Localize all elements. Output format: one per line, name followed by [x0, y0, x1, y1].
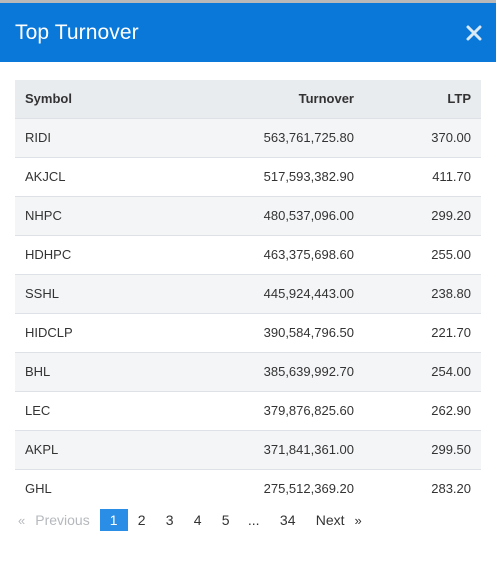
cell-symbol: HIDCLP: [15, 312, 165, 352]
cell-symbol: NHPC: [15, 195, 165, 235]
cell-symbol: AKJCL: [15, 156, 165, 196]
table-row[interactable]: BHL 385,639,992.70 254.00: [15, 351, 481, 391]
table-row[interactable]: AKPL 371,841,361.00 299.50: [15, 429, 481, 469]
page-button-4[interactable]: 4: [193, 512, 202, 528]
background-strip: [0, 0, 496, 3]
page-button-5[interactable]: 5: [221, 512, 230, 528]
page-button-last[interactable]: 34: [279, 512, 296, 528]
cell-ltp: 221.70: [354, 312, 481, 352]
previous-label: Previous: [35, 512, 90, 528]
column-header-symbol[interactable]: Symbol: [15, 80, 165, 119]
next-page-button[interactable]: Next »: [302, 509, 362, 531]
previous-page-button[interactable]: « Previous: [18, 509, 100, 531]
cell-symbol: SSHL: [15, 273, 165, 313]
modal-header: Top Turnover: [0, 3, 496, 62]
next-label: Next: [315, 512, 345, 528]
cell-turnover: 275,512,369.20: [165, 468, 354, 508]
column-header-ltp[interactable]: LTP: [354, 80, 481, 119]
page-button-2[interactable]: 2: [137, 512, 146, 528]
cell-turnover: 517,593,382.90: [165, 156, 354, 196]
cell-ltp: 370.00: [354, 117, 481, 157]
column-header-turnover[interactable]: Turnover: [165, 80, 354, 119]
table-row[interactable]: RIDI 563,761,725.80 370.00: [15, 117, 481, 157]
double-chevron-right-icon: »: [354, 512, 362, 528]
cell-ltp: 283.20: [354, 468, 481, 508]
cell-ltp: 299.50: [354, 429, 481, 469]
cell-ltp: 255.00: [354, 234, 481, 274]
table-row[interactable]: AKJCL 517,593,382.90 411.70: [15, 156, 481, 196]
table-row[interactable]: HDHPC 463,375,698.60 255.00: [15, 234, 481, 274]
cell-symbol: HDHPC: [15, 234, 165, 274]
table-header-row: Symbol Turnover LTP: [15, 80, 481, 119]
cell-turnover: 463,375,698.60: [165, 234, 354, 274]
table-row[interactable]: HIDCLP 390,584,796.50 221.70: [15, 312, 481, 352]
cell-turnover: 379,876,825.60: [165, 390, 354, 430]
table-row[interactable]: NHPC 480,537,096.00 299.20: [15, 195, 481, 235]
pagination-ellipsis: ...: [247, 512, 260, 528]
page-button-1[interactable]: 1: [99, 509, 128, 531]
cell-turnover: 563,761,725.80: [165, 117, 354, 157]
page-button-3[interactable]: 3: [165, 512, 174, 528]
cell-turnover: 445,924,443.00: [165, 273, 354, 313]
cell-symbol: RIDI: [15, 117, 165, 157]
double-chevron-left-icon: «: [18, 512, 26, 528]
cell-ltp: 238.80: [354, 273, 481, 313]
turnover-table-container: Symbol Turnover LTP RIDI 563,761,725.80 37…: [15, 80, 481, 508]
cell-turnover: 480,537,096.00: [165, 195, 354, 235]
cell-symbol: GHL: [15, 468, 165, 508]
close-button[interactable]: [466, 25, 482, 41]
modal-title: Top Turnover: [15, 21, 139, 44]
cell-turnover: 390,584,796.50: [165, 312, 354, 352]
table-row[interactable]: LEC 379,876,825.60 262.90: [15, 390, 481, 430]
turnover-table: Symbol Turnover LTP RIDI 563,761,725.80 37…: [15, 80, 481, 508]
cell-ltp: 299.20: [354, 195, 481, 235]
cell-ltp: 254.00: [354, 351, 481, 391]
close-icon: [466, 25, 482, 41]
table-row[interactable]: SSHL 445,924,443.00 238.80: [15, 273, 481, 313]
cell-symbol: BHL: [15, 351, 165, 391]
cell-ltp: 411.70: [354, 156, 481, 196]
table-row[interactable]: GHL 275,512,369.20 283.20: [15, 468, 481, 508]
cell-turnover: 371,841,361.00: [165, 429, 354, 469]
cell-symbol: LEC: [15, 390, 165, 430]
cell-turnover: 385,639,992.70: [165, 351, 354, 391]
cell-ltp: 262.90: [354, 390, 481, 430]
cell-symbol: AKPL: [15, 429, 165, 469]
